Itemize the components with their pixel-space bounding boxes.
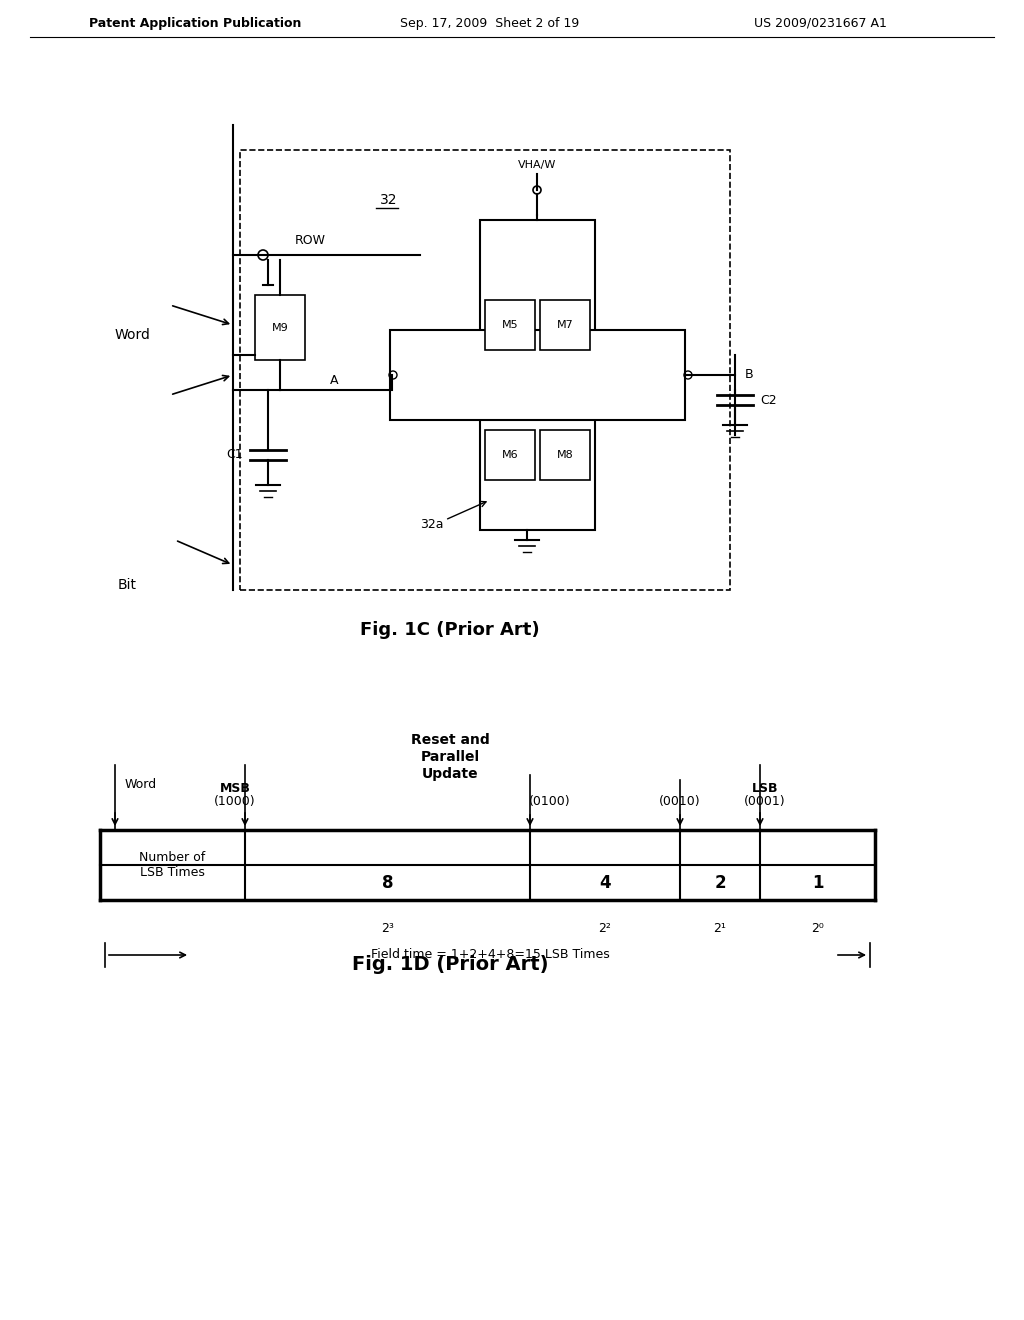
- Text: 32: 32: [380, 193, 397, 207]
- Text: MSB: MSB: [219, 781, 251, 795]
- Text: Reset and: Reset and: [411, 733, 489, 747]
- Text: 2²: 2²: [599, 921, 611, 935]
- Text: 4: 4: [599, 874, 610, 892]
- Text: Word: Word: [125, 779, 157, 792]
- Text: B: B: [745, 368, 754, 381]
- Bar: [485, 300, 535, 350]
- Text: Parallel: Parallel: [421, 750, 479, 764]
- Bar: [390, 330, 685, 420]
- Text: M5: M5: [502, 319, 518, 330]
- Text: (0100): (0100): [529, 796, 570, 808]
- Text: M7: M7: [557, 319, 573, 330]
- Text: Update: Update: [422, 767, 478, 781]
- Text: C1: C1: [226, 449, 243, 462]
- Text: VHA/W: VHA/W: [518, 160, 556, 170]
- Text: LSB: LSB: [752, 781, 778, 795]
- Text: M8: M8: [557, 450, 573, 459]
- Bar: [540, 300, 590, 350]
- Text: M6: M6: [502, 450, 518, 459]
- Text: (1000): (1000): [214, 796, 256, 808]
- Text: Field time = 1+2+4+8=15 LSB Times: Field time = 1+2+4+8=15 LSB Times: [371, 949, 609, 961]
- Bar: [240, 150, 730, 590]
- Text: 2¹: 2¹: [714, 921, 726, 935]
- Text: Bit: Bit: [118, 578, 137, 591]
- Text: Sep. 17, 2009  Sheet 2 of 19: Sep. 17, 2009 Sheet 2 of 19: [400, 16, 580, 29]
- Text: 2³: 2³: [381, 921, 394, 935]
- Text: C2: C2: [760, 393, 776, 407]
- Bar: [540, 430, 590, 480]
- Text: 8: 8: [382, 874, 393, 892]
- Text: Fig. 1C (Prior Art): Fig. 1C (Prior Art): [360, 620, 540, 639]
- Bar: [255, 294, 305, 360]
- Text: Fig. 1D (Prior Art): Fig. 1D (Prior Art): [352, 956, 548, 974]
- Text: A: A: [330, 374, 339, 387]
- Bar: [480, 220, 595, 531]
- Text: Number of
LSB Times: Number of LSB Times: [139, 851, 205, 879]
- Text: US 2009/0231667 A1: US 2009/0231667 A1: [754, 16, 887, 29]
- Text: 32a: 32a: [420, 519, 443, 532]
- Text: 2: 2: [714, 874, 726, 892]
- Text: ROW: ROW: [295, 235, 326, 248]
- Text: Word: Word: [115, 327, 151, 342]
- Text: 1: 1: [812, 874, 823, 892]
- Text: (0001): (0001): [744, 796, 785, 808]
- Text: M9: M9: [271, 323, 289, 333]
- Text: 2⁰: 2⁰: [811, 921, 824, 935]
- Bar: [485, 430, 535, 480]
- Text: (0010): (0010): [659, 796, 700, 808]
- Text: Patent Application Publication: Patent Application Publication: [89, 16, 301, 29]
